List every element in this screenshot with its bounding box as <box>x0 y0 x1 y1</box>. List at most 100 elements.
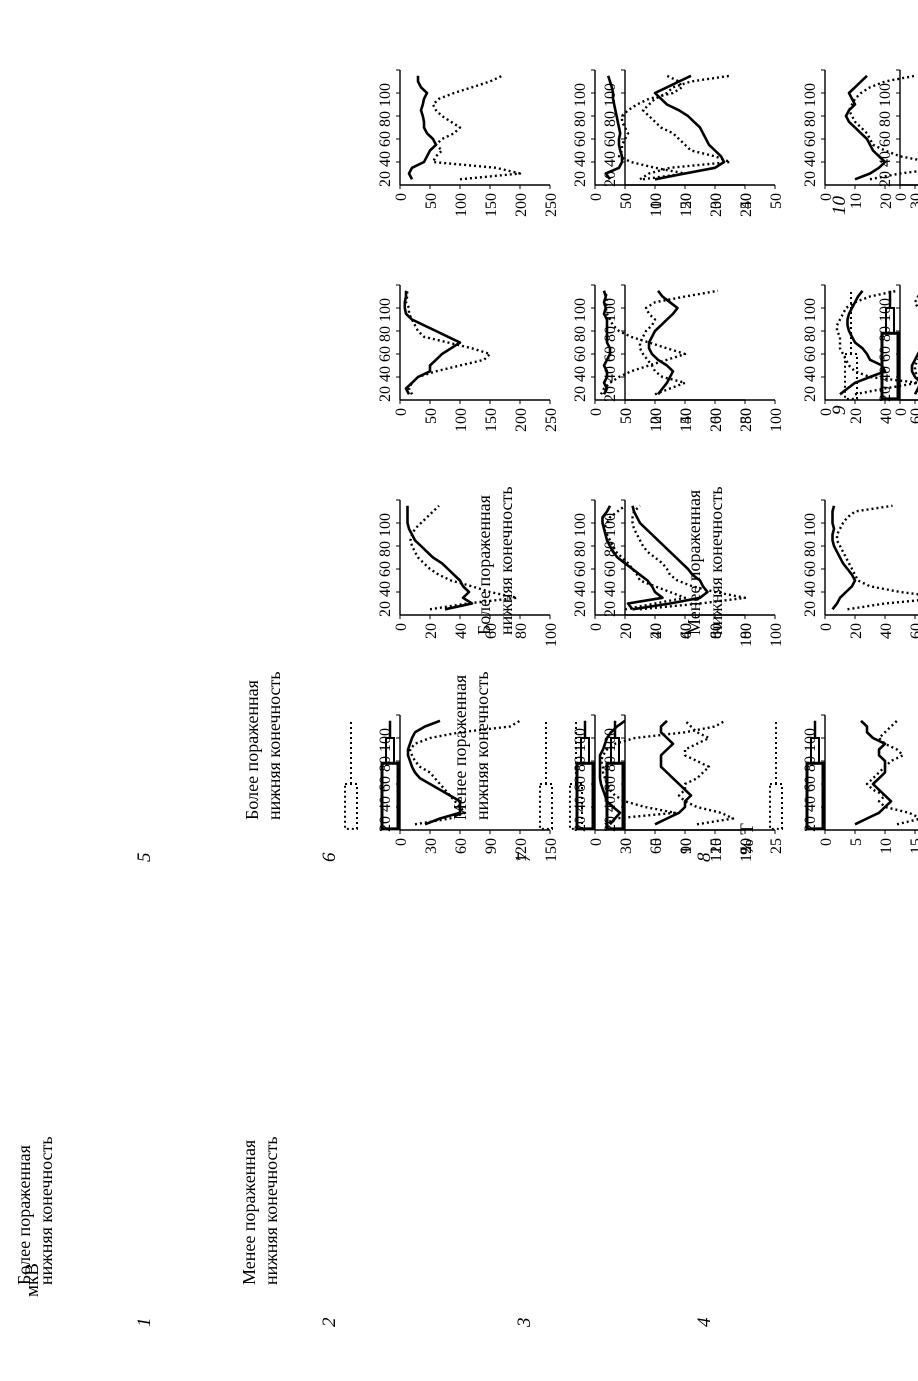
x-tick-labels: 20 40 60 80 100 <box>377 83 394 187</box>
unit-label: мкВ <box>22 1263 43 1297</box>
series-dashed-line <box>847 74 918 181</box>
x-tick-labels: 20 40 60 80 100 <box>802 83 819 187</box>
x-tick-labels: 20 40 60 80 100 <box>572 298 589 402</box>
series-dashed-line <box>599 719 726 826</box>
y-tick-label: 20 <box>678 193 695 209</box>
phase-bar <box>344 720 400 831</box>
series-solid-line <box>631 505 709 611</box>
column-header-line2: нижняя конечность <box>36 1136 56 1285</box>
y-tick-label: 150 <box>678 193 695 217</box>
series-dashed-line <box>639 74 732 181</box>
y-tick-label: 0 <box>588 193 605 201</box>
series-solid-line <box>654 719 693 826</box>
column-header: Менее пораженная нижняя конечность <box>239 1136 281 1285</box>
y-tick-label: 30 <box>908 193 918 209</box>
y-tick-label: 20 <box>648 408 665 424</box>
y-tick-label: 150 <box>678 408 695 432</box>
y-tick-label: 100 <box>453 408 470 432</box>
y-tick-label: 100 <box>453 193 470 217</box>
y-tick-label: 60 <box>678 623 695 639</box>
y-tick-label: 60 <box>908 623 918 639</box>
y-tick-label: 0 <box>618 193 635 201</box>
x-tick-labels: 20 40 60 80 100 <box>602 298 619 402</box>
series-solid-line <box>601 505 664 611</box>
y-tick-label: 20 <box>848 623 865 639</box>
column-header: Менее пораженная нижняя конечность <box>450 671 492 820</box>
y-tick-label: 40 <box>738 193 755 209</box>
series-dashed-line <box>431 74 522 181</box>
muscle-number-9: 9 <box>829 405 850 415</box>
y-tick-label: 0 <box>618 408 635 416</box>
y-tick-label: 0 <box>818 193 835 201</box>
y-tick-label: 0 <box>393 623 410 631</box>
column-header-line2: нижняя конечность <box>496 486 516 635</box>
y-tick-label: 100 <box>768 623 785 647</box>
y-tick-label: 50 <box>768 193 785 209</box>
y-tick-label: 150 <box>738 838 755 862</box>
series-solid-line <box>910 351 918 395</box>
y-tick-label: 250 <box>543 408 560 432</box>
y-tick-label: 120 <box>708 838 725 862</box>
y-tick-label: 50 <box>618 408 635 424</box>
column-header-line2: нижняя конечность <box>472 671 492 820</box>
y-tick-label: 80 <box>738 623 755 639</box>
series-dashed-line <box>865 719 918 826</box>
y-tick-label: 40 <box>678 408 695 424</box>
y-tick-label: 100 <box>768 408 785 432</box>
y-tick-label: 40 <box>878 408 895 424</box>
y-tick-label: 40 <box>453 623 470 639</box>
x-tick-labels: 20 40 60 80 100 <box>877 83 894 187</box>
y-tick-label: 0 <box>393 193 410 201</box>
x-tick-labels: 20 40 60 80 100 <box>572 513 589 617</box>
muscle-number-6: 6 <box>319 852 340 862</box>
y-tick-label: 200 <box>708 408 725 432</box>
y-tick-label: 100 <box>648 408 665 432</box>
x-axis-label: % T <box>737 823 758 855</box>
phase-bar <box>844 290 900 401</box>
y-tick-label: 150 <box>543 838 560 862</box>
phase-box-dashed <box>539 783 553 830</box>
series-solid-line <box>598 719 626 826</box>
y-tick-label: 60 <box>453 838 470 854</box>
phase-bar <box>539 720 595 831</box>
y-tick-label: 30 <box>708 193 725 209</box>
column-header-line1: Менее пораженная <box>239 1140 259 1285</box>
series-dashed-line <box>599 290 687 395</box>
x-tick-labels: 20 40 60 80 100 <box>802 513 819 617</box>
series-dashed-line <box>677 719 735 826</box>
x-tick-labels: 20 40 60 80 100 <box>802 298 819 402</box>
y-tick-label: 30 <box>423 838 440 854</box>
y-tick-label: 200 <box>513 408 530 432</box>
y-tick-label: 90 <box>483 838 500 854</box>
column-header: Более пораженная нижняя конечность <box>242 671 284 820</box>
series-dashed-line <box>408 719 521 826</box>
series-dashed-line <box>617 74 687 181</box>
muscle-number-8: 8 <box>694 852 715 862</box>
series-dashed-line <box>835 504 918 611</box>
muscle-number-1: 1 <box>134 1318 155 1328</box>
y-tick-label: 40 <box>878 623 895 639</box>
y-tick-label: 20 <box>648 623 665 639</box>
column-header: Более пораженная нижняя конечность <box>474 486 516 635</box>
y-tick-label: 60 <box>648 838 665 854</box>
y-tick-label: 10 <box>848 193 865 209</box>
y-tick-label: 50 <box>618 193 635 209</box>
phase-bar <box>769 720 825 831</box>
y-tick-label: 20 <box>848 408 865 424</box>
y-tick-label: 0 <box>893 408 910 416</box>
x-tick-labels: 20 40 60 80 100 <box>377 513 394 617</box>
phase-box-dashed <box>769 783 783 830</box>
series-dashed-line <box>638 289 719 396</box>
y-tick-label: 120 <box>513 838 530 862</box>
muscle-number-5: 5 <box>134 853 155 863</box>
muscle-number-10: 10 <box>829 196 850 216</box>
y-tick-label: 250 <box>543 193 560 217</box>
